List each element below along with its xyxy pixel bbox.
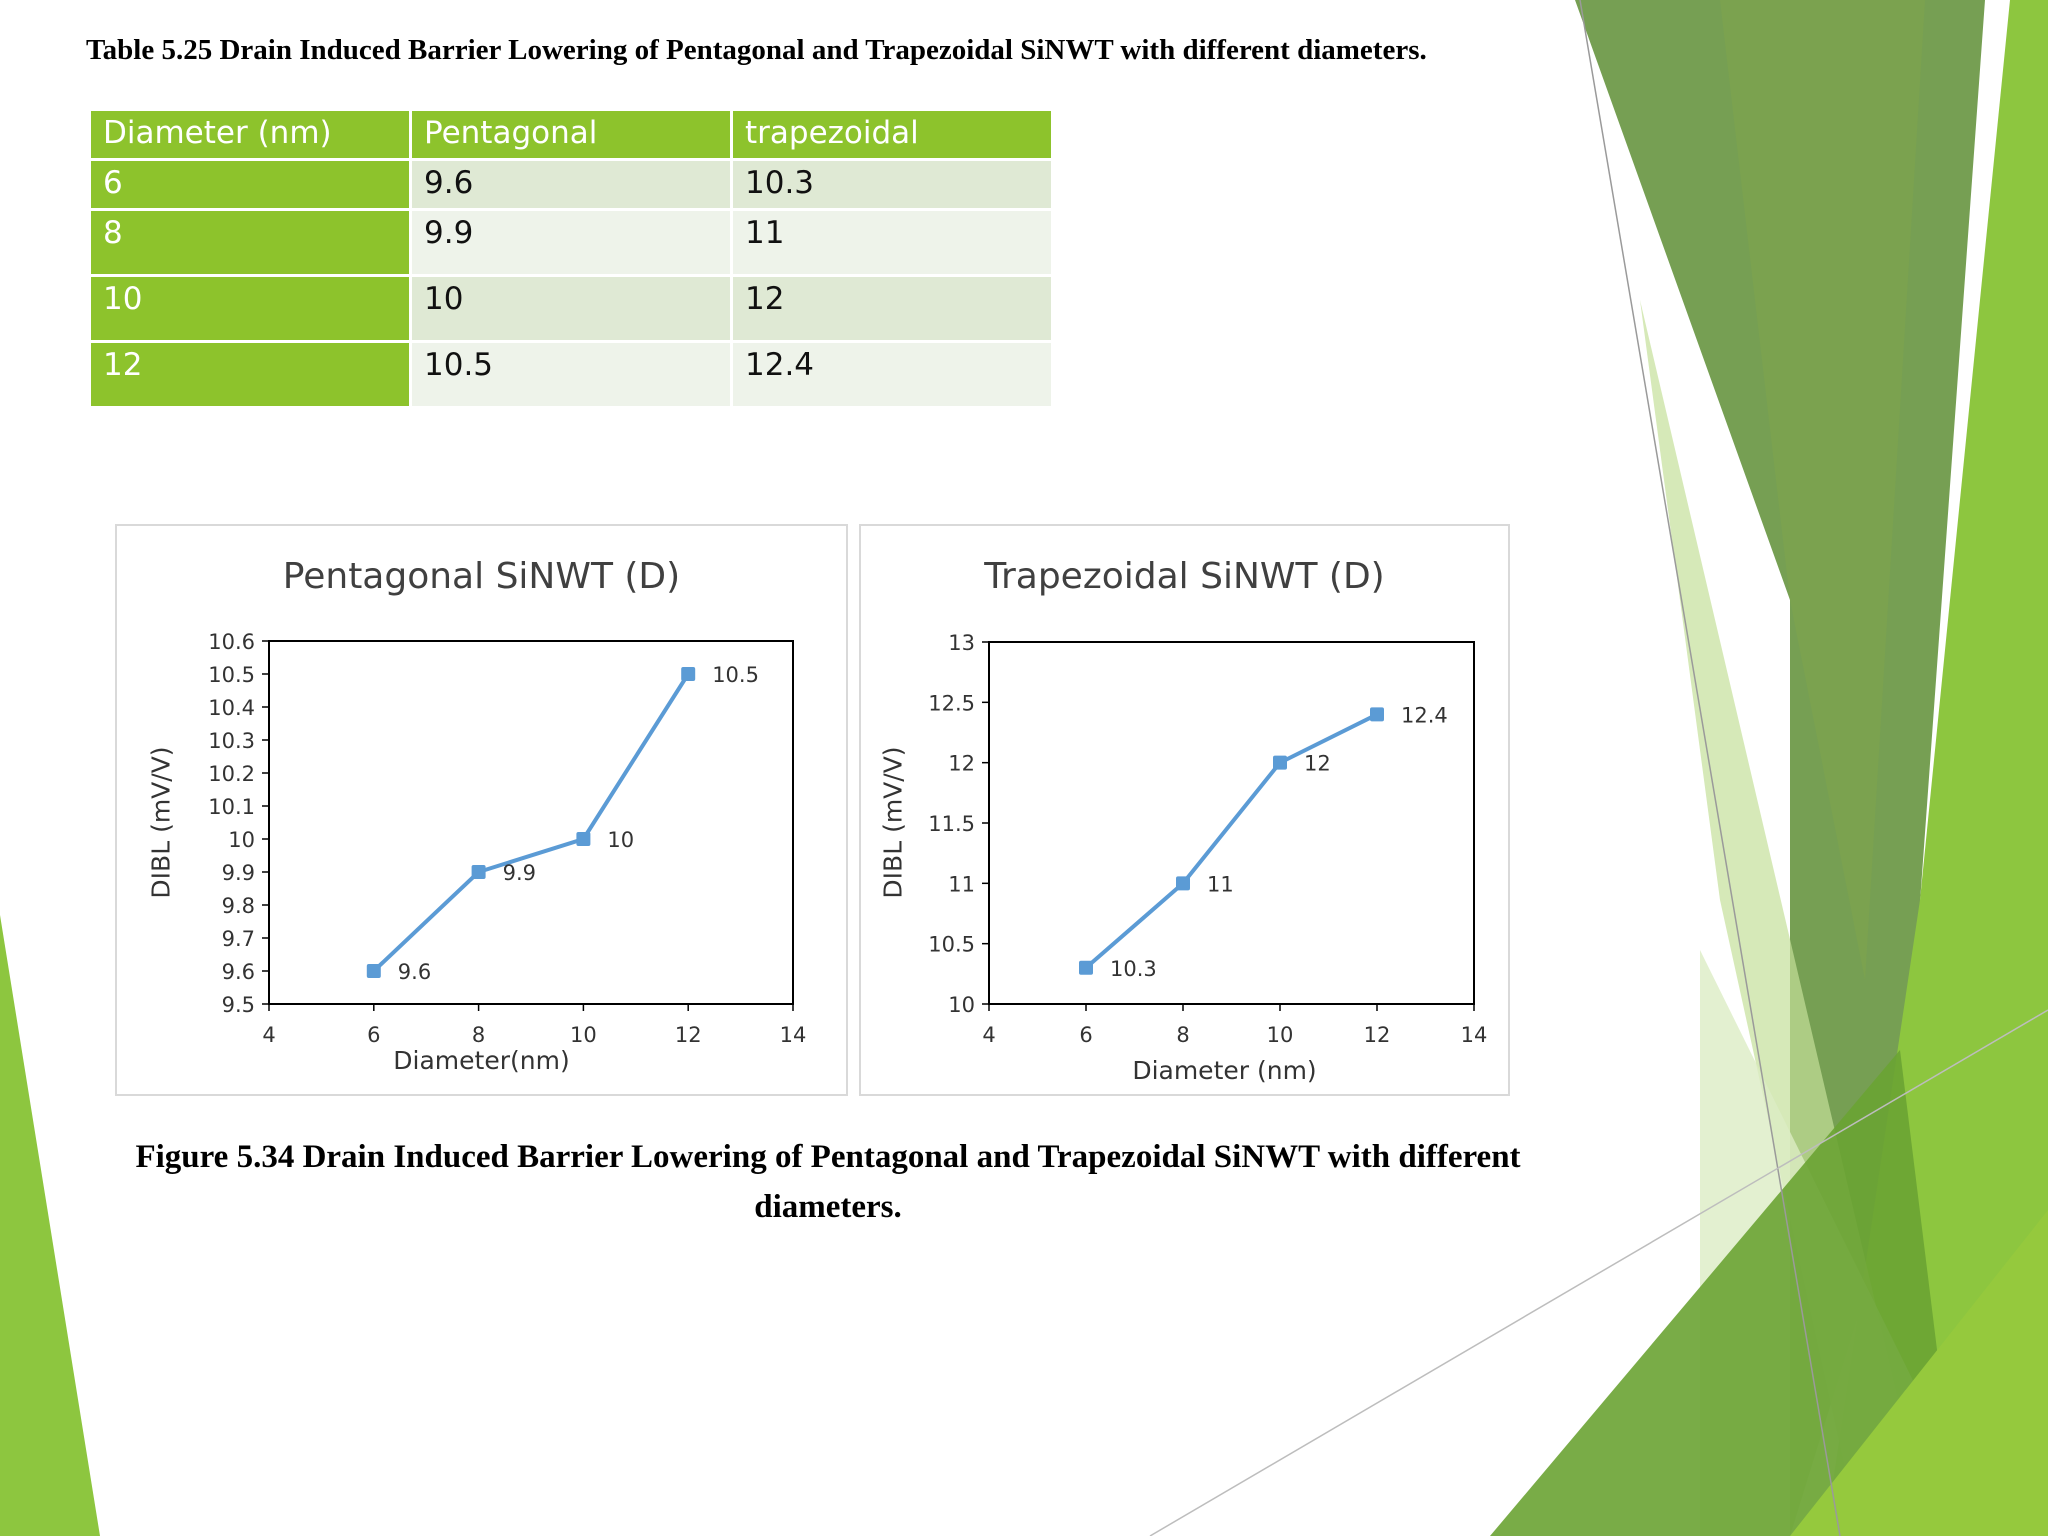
pentagonal-cell: 10: [412, 277, 730, 340]
plot-area-frame: [268, 640, 794, 1005]
x-tick-label: 10: [570, 1023, 597, 1047]
bg-thin-line-2: [1149, 1009, 2048, 1536]
trapezoidal-chart-plot: 10 10.5 11 11.5 12 12.5 13 4 6 8 10 12 14 10.3 11 12 12.…: [928, 631, 1488, 1047]
table-row: 10 10 12: [91, 277, 1051, 340]
data-point: [1176, 876, 1190, 891]
figure-caption: Figure 5.34 Drain Induced Barrier Loweri…: [135, 1139, 1521, 1225]
x-tick-label: 8: [472, 1023, 485, 1047]
y-axis-label: DIBL (mV/V): [146, 746, 176, 899]
trapezoidal-cell: 11: [733, 211, 1051, 274]
y-tick-label: 13: [948, 631, 975, 655]
x-tick-label: 6: [1079, 1023, 1092, 1047]
data-label: 10: [607, 828, 634, 852]
bg-bottom-facet: [1490, 1050, 1960, 1536]
table-row: 6 9.6 10.3: [91, 161, 1051, 208]
x-tick-label: 4: [262, 1023, 275, 1047]
x-axis-label: Diameter(nm): [393, 1046, 570, 1075]
trapezoidal-cell: 12.4: [733, 343, 1051, 406]
y-tick-label: 11.5: [928, 812, 975, 836]
y-tick-label: 12.5: [928, 691, 975, 715]
pentagonal-cell: 9.6: [412, 161, 730, 208]
x-axis-label: Diameter (nm): [1132, 1056, 1317, 1085]
data-point: [1273, 755, 1287, 770]
y-axis-label: DIBL (mV/V): [878, 746, 908, 899]
series-line: [1084, 712, 1378, 970]
x-tick-label: 4: [982, 1023, 995, 1047]
y-tick-label: 10.2: [208, 762, 255, 786]
y-tick-label: 9.6: [222, 960, 255, 984]
data-point: [576, 832, 591, 846]
y-tick-label: 9.8: [222, 894, 255, 918]
y-tick-label: 10.1: [208, 795, 255, 819]
x-tick-label: 6: [367, 1023, 380, 1047]
data-label: 12: [1304, 752, 1331, 776]
y-tick-label: 10.6: [208, 630, 255, 654]
header-diameter: Diameter (nm): [91, 111, 409, 158]
y-tick-label: 10.3: [208, 729, 255, 753]
bg-bottom-facet-bright: [1790, 1210, 2048, 1536]
y-tick-label: 9.5: [222, 993, 255, 1017]
trapezoidal-chart: Trapezoidal SiNWT (D) 10 10.5 11 11.5 12 12.5…: [859, 524, 1510, 1096]
data-label: 10.3: [1110, 957, 1157, 981]
header-pentagonal: Pentagonal: [412, 111, 730, 158]
data-label: 10.5: [712, 663, 759, 687]
trapezoidal-cell: 10.3: [733, 161, 1051, 208]
y-tick-label: 10: [228, 828, 255, 852]
row-diameter-cell: 6: [91, 161, 409, 208]
x-tick-label: 14: [780, 1023, 807, 1047]
pentagonal-cell: 9.9: [412, 211, 730, 274]
y-tick-label: 12: [948, 752, 975, 776]
dibl-table: Diameter (nm) Pentagonal trapezoidal 6 9…: [88, 108, 1054, 409]
y-tick-label: 10: [948, 993, 975, 1017]
header-trapezoidal: trapezoidal: [733, 111, 1051, 158]
table-row: 12 10.5 12.4: [91, 343, 1051, 406]
y-tick-label: 10.4: [208, 696, 255, 720]
y-tick-label: 10.5: [928, 933, 975, 957]
bg-right-facet-bright: [1825, 0, 2048, 1536]
data-label: 12.4: [1401, 703, 1448, 727]
data-point: [681, 667, 696, 681]
y-tick-label: 9.7: [222, 927, 255, 951]
x-tick-label: 8: [1176, 1023, 1189, 1047]
series-line: [372, 672, 690, 973]
pentagonal-chart: Pentagonal SiNWT (D) 9.5 9.6 9.7 9.8 9.9 10 10…: [115, 524, 848, 1096]
x-tick-label: 12: [1364, 1023, 1391, 1047]
data-point: [1079, 960, 1093, 975]
data-point: [1370, 707, 1384, 722]
row-diameter-cell: 8: [91, 211, 409, 274]
x-tick-label: 12: [675, 1023, 702, 1047]
table-header-row: Diameter (nm) Pentagonal trapezoidal: [91, 111, 1051, 158]
y-tick-label: 11: [948, 872, 975, 896]
data-label: 9.9: [503, 861, 536, 885]
y-tick-label: 9.9: [222, 861, 255, 885]
table-caption: Table 5.25 Drain Induced Barrier Lowerin…: [86, 34, 1427, 66]
chart-title: Pentagonal SiNWT (D): [282, 556, 681, 597]
pentagonal-cell: 10.5: [412, 343, 730, 406]
bg-thin-line-1: [1579, 0, 1841, 1536]
row-diameter-cell: 12: [91, 343, 409, 406]
chart-title: Trapezoidal SiNWT (D): [984, 556, 1385, 597]
trapezoidal-cell: 12: [733, 277, 1051, 340]
data-label: 9.6: [398, 960, 431, 984]
data-point: [366, 964, 381, 978]
bg-left-facet: [0, 915, 100, 1536]
table-row: 8 9.9 11: [91, 211, 1051, 274]
y-tick-label: 10.5: [208, 663, 255, 687]
x-tick-label: 14: [1461, 1023, 1488, 1047]
bg-right-facet-mid: [1720, 0, 1925, 980]
pentagonal-chart-plot: 9.5 9.6 9.7 9.8 9.9 10 10.1 10.2 10.3 10.4 10.5 10.…: [208, 630, 807, 1047]
data-point: [471, 865, 486, 879]
data-label: 11: [1207, 872, 1234, 896]
x-tick-label: 10: [1267, 1023, 1294, 1047]
row-diameter-cell: 10: [91, 277, 409, 340]
